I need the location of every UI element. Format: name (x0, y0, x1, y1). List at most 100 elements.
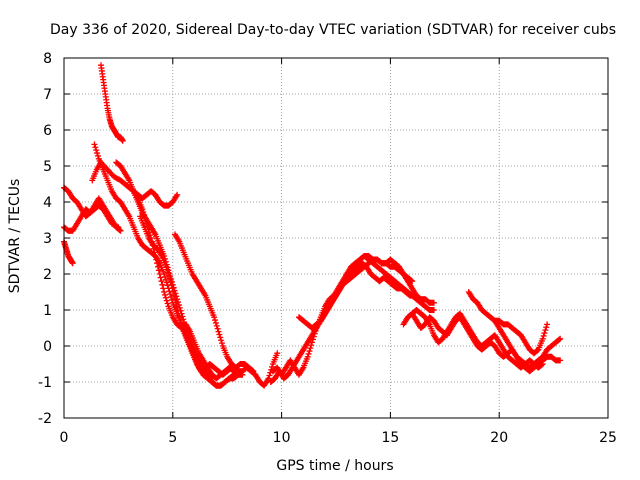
x-tick-label: 25 (599, 430, 617, 446)
data-point (265, 375, 272, 382)
y-tick-label: 0 (43, 339, 52, 355)
data-point (181, 319, 188, 326)
data-point (166, 275, 173, 282)
data-point (307, 345, 314, 352)
series-s10 (171, 231, 257, 375)
series-s9 (137, 213, 235, 378)
x-tick-label: 5 (168, 430, 177, 446)
data-point (178, 322, 185, 329)
data-point (175, 310, 182, 317)
y-axis: -2 -1 0 1 2 3 4 5 6 7 8 (38, 51, 608, 427)
data-point (94, 152, 101, 159)
data-point (165, 269, 172, 276)
data-point (218, 337, 225, 344)
y-tick-label: 7 (43, 87, 52, 103)
data-point (157, 274, 164, 281)
series-s3 (61, 195, 124, 234)
data-point (174, 191, 181, 198)
data-point (306, 348, 313, 355)
data-point (169, 285, 176, 292)
data-point (214, 325, 221, 332)
data-point (310, 333, 317, 340)
data-point (556, 336, 563, 343)
data-point (167, 278, 174, 285)
data-point (179, 325, 186, 332)
data-point (216, 331, 223, 338)
data-point (94, 150, 101, 157)
series-s8 (130, 188, 181, 209)
data-point (165, 272, 172, 279)
data-point (250, 368, 257, 375)
data-point (249, 367, 256, 374)
grid (64, 58, 608, 418)
data-point (159, 281, 166, 288)
data-point (178, 319, 185, 326)
data-point (92, 144, 99, 151)
data-point (161, 289, 168, 295)
data-point (172, 299, 179, 306)
data-point (304, 353, 311, 360)
data-point (162, 276, 169, 283)
data-point (168, 281, 175, 288)
y-axis-label: SDTVAR / TECUs (7, 179, 23, 294)
x-tick-label: 15 (381, 430, 399, 446)
data-point (117, 227, 124, 234)
data-point (430, 299, 437, 306)
data-point (158, 278, 165, 285)
x-tick-label: 20 (490, 430, 508, 446)
data-point (266, 372, 273, 379)
data-point (544, 321, 551, 328)
x-tick-label: 0 (60, 430, 69, 446)
data-point (181, 322, 188, 329)
data-point (162, 294, 169, 301)
y-tick-label: 1 (43, 303, 52, 319)
data-point (160, 285, 167, 292)
data-point (91, 141, 98, 148)
data-point (163, 263, 170, 270)
data-point (168, 296, 175, 303)
x-axis: 0 5 10 15 20 25 (60, 58, 617, 446)
y-tick-label: 3 (43, 231, 52, 247)
data-point (161, 273, 168, 280)
data-point (543, 324, 550, 331)
series-s1 (61, 238, 76, 267)
data-point (312, 327, 319, 334)
y-tick-label: 4 (43, 195, 52, 211)
data-point (170, 289, 177, 295)
series-s18 (491, 317, 564, 371)
data-point (174, 307, 181, 313)
y-tick-label: 8 (43, 51, 52, 67)
data-point (274, 350, 281, 357)
series-s6 (97, 62, 126, 144)
data-point (557, 357, 564, 364)
y-tick-label: 2 (43, 267, 52, 283)
data-point (168, 294, 175, 301)
y-tick-label: -1 (38, 375, 52, 391)
data-point (173, 303, 180, 310)
data-point (211, 314, 218, 321)
data-point (540, 332, 547, 339)
y-tick-label: 5 (43, 159, 52, 175)
data-point (309, 336, 316, 343)
data-point (212, 317, 219, 324)
data-point (542, 327, 549, 334)
data-point (69, 260, 76, 267)
data-point (171, 296, 178, 303)
data-point (541, 330, 548, 337)
chart-title: Day 336 of 2020, Sidereal Day-to-day VTE… (50, 22, 616, 38)
data-point (177, 317, 184, 324)
series-s17 (465, 289, 551, 357)
y-tick-label: -2 (38, 411, 52, 427)
data-point (161, 291, 168, 298)
data-point (176, 314, 183, 321)
data-point (212, 319, 219, 326)
x-axis-label: GPS time / hours (276, 458, 393, 474)
y-tick-label: 6 (43, 123, 52, 139)
data-point (215, 328, 222, 335)
data-point (163, 297, 170, 304)
data-point (167, 291, 174, 298)
data-point (163, 279, 170, 286)
data-point (308, 342, 315, 349)
data-point (93, 147, 100, 154)
